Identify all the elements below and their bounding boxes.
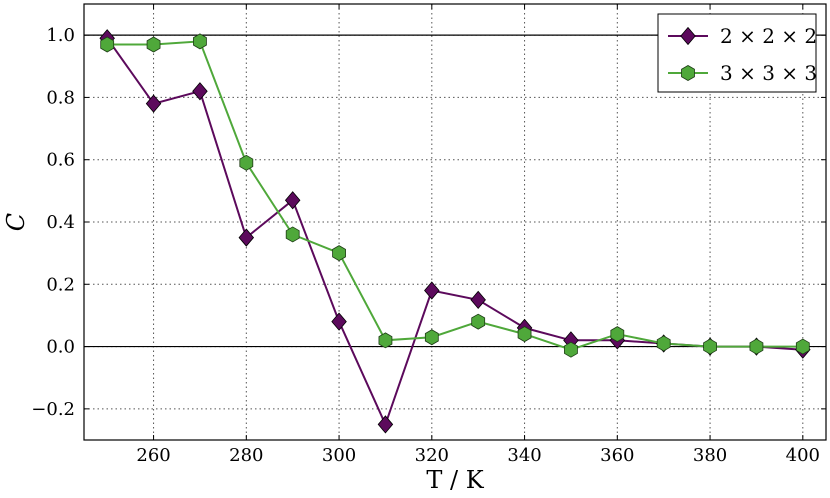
y-tick-label: 0.2 xyxy=(46,274,75,295)
data-point xyxy=(795,338,810,355)
x-axis-label: T / K xyxy=(426,466,484,494)
data-point xyxy=(377,415,394,434)
data-point xyxy=(331,312,347,331)
data-point xyxy=(564,341,578,358)
x-tick-label: 280 xyxy=(229,445,263,466)
series-line xyxy=(106,37,803,428)
series-line xyxy=(107,40,803,351)
y-tick-label: 0.4 xyxy=(46,212,75,233)
data-point xyxy=(238,228,255,247)
data-point xyxy=(146,36,161,53)
x-tick-label: 260 xyxy=(136,445,170,466)
data-point xyxy=(471,313,486,330)
ticks: 260 280 300 320 340 360 380 400 −0.2 0.0 0.2 0.4 0.6… xyxy=(31,4,826,466)
y-axis-label: C xyxy=(2,213,30,231)
legend-item: 2 × 2 × 2 xyxy=(668,24,817,48)
data-point xyxy=(517,326,532,343)
y-tick-label: 0.0 xyxy=(46,337,75,358)
legend-marker xyxy=(680,26,696,46)
x-tick-label: 400 xyxy=(786,445,820,466)
data-point xyxy=(285,226,300,243)
legend-label: 3 × 3 × 3 xyxy=(720,61,817,85)
data-point xyxy=(378,332,393,349)
data-point xyxy=(703,338,717,355)
y-tick-label: −0.2 xyxy=(31,399,75,420)
x-tick-label: 360 xyxy=(600,445,634,466)
data-point xyxy=(656,335,671,352)
y-tick-label: 0.8 xyxy=(46,87,75,108)
legend-item: 3 × 3 × 3 xyxy=(668,61,817,85)
data-point xyxy=(424,329,439,346)
data-point xyxy=(239,154,254,171)
series-group xyxy=(99,29,811,434)
x-tick-label: 380 xyxy=(693,445,727,466)
data-point xyxy=(284,191,301,210)
x-tick-label: 300 xyxy=(322,445,356,466)
data-point xyxy=(749,338,764,355)
data-point xyxy=(610,326,625,343)
data-point xyxy=(145,94,162,113)
legend: 2 × 2 × 2 3 × 3 × 3 xyxy=(657,13,817,93)
y-tick-label: 1.0 xyxy=(46,25,75,46)
data-point xyxy=(192,82,208,101)
data-point xyxy=(332,245,346,262)
data-point xyxy=(470,290,486,309)
y-tick-label: 0.6 xyxy=(46,150,75,171)
data-point xyxy=(100,36,115,53)
x-tick-label: 340 xyxy=(507,445,541,466)
data-point xyxy=(424,281,440,300)
legend-box xyxy=(657,13,817,93)
legend-label: 2 × 2 × 2 xyxy=(720,24,817,48)
legend-marker xyxy=(681,65,695,81)
data-point xyxy=(193,33,207,50)
series-2 xyxy=(100,33,810,358)
x-tick-label: 320 xyxy=(415,445,449,466)
